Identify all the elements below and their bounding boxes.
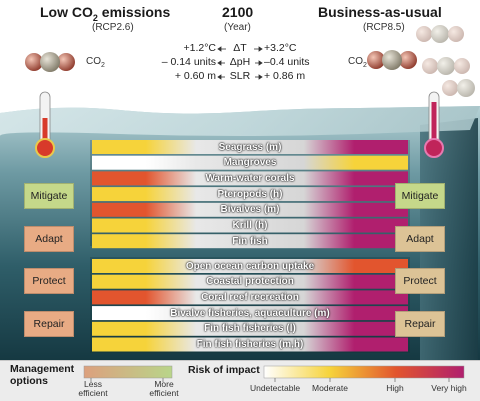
dpH-low: – 0.14 units: [161, 56, 216, 68]
thermometer-right-icon: [424, 91, 444, 158]
dT-symbol: ΔT: [233, 42, 247, 54]
dT-low: +1.2°C: [183, 42, 216, 54]
risk-bar-label: Warm-water corals: [205, 172, 295, 184]
left-scenario-subtitle: (RCP2.6): [92, 22, 134, 33]
center-year-title: 2100: [222, 4, 254, 20]
dT-high: +3.2°C: [264, 42, 297, 54]
risk-bar: [92, 306, 408, 321]
risk-bar-label: Seagrass (m): [218, 141, 282, 153]
risk-bar: [92, 218, 408, 233]
less-efficient-label: Less efficient: [78, 379, 108, 398]
risk-level-undetectable: Undetectable: [249, 383, 301, 393]
left-scenario-title: Low CO2 emissions: [40, 4, 171, 23]
co2-label-right: CO2: [348, 56, 367, 69]
risk-bars: [92, 140, 408, 352]
dpH-high: –0.4 units: [264, 56, 310, 68]
risk-bar-label: Bivalves (m): [220, 204, 280, 216]
risk-bar-label: Mangroves: [223, 157, 277, 169]
protect-box-right: Protect: [395, 268, 445, 294]
risk-bar-label: Bivalve fisheries, aquaculture (m): [170, 307, 330, 319]
mitigate-box-right: Mitigate: [395, 183, 445, 209]
risk-bar: [92, 234, 408, 249]
adapt-box-right: Adapt: [395, 226, 445, 252]
protect-box-left: Protect: [24, 268, 74, 294]
risk-bar-label: Fin fish fisheries (m,h): [196, 339, 304, 350]
co2-molecule-right-icon: [367, 25, 475, 97]
risk-bar: [92, 259, 408, 273]
more-efficient-label: More efficient: [149, 379, 179, 398]
risk-bar: [92, 187, 408, 202]
management-gradient: [83, 365, 173, 379]
management-legend-title: Management options: [10, 363, 75, 387]
repair-box-right: Repair: [395, 311, 445, 337]
right-scenario-title: Business-as-usual: [318, 4, 442, 20]
risk-bar: [92, 202, 408, 217]
mitigate-box-left: Mitigate: [24, 183, 74, 209]
center-year-subtitle: (Year): [224, 22, 251, 33]
dpH-symbol: ΔpH: [229, 56, 251, 68]
risk-bar: [92, 155, 408, 170]
risk-bar-label: Fin fish: [232, 235, 268, 247]
slr-symbol: SLR: [229, 70, 251, 82]
slr-low: + 0.60 m: [174, 70, 216, 82]
risk-bar-label: Krill (h): [232, 220, 268, 231]
risk-level-very-high: Very high: [431, 383, 467, 393]
co2-label-left: CO2: [86, 56, 105, 69]
right-scenario-subtitle: (RCP8.5): [363, 22, 405, 33]
risk-bar: [92, 321, 408, 336]
risk-level-moderate: Moderate: [312, 383, 348, 393]
risk-legend-title: Risk of impact: [188, 364, 260, 376]
co2-molecule-left-icon: [25, 52, 75, 72]
risk-bar-label: Coral reef recreation: [201, 291, 299, 303]
risk-bar: [92, 171, 408, 186]
adapt-box-left: Adapt: [24, 226, 74, 252]
risk-level-high: High: [386, 383, 404, 393]
slr-high: + 0.86 m: [264, 70, 306, 82]
thermometer-left-icon: [35, 91, 55, 158]
risk-bar: [92, 274, 408, 289]
risk-bar-label: Coastal protection: [206, 276, 294, 288]
risk-bar-label: Open ocean carbon uptake: [185, 260, 315, 272]
risk-bar: [92, 337, 408, 352]
risk-bar-label: Fin fish fisheries (l): [204, 323, 296, 335]
risk-bar: [92, 140, 408, 154]
change-arrows: [217, 46, 263, 80]
repair-box-left: Repair: [24, 311, 74, 337]
risk-bar: [92, 290, 408, 305]
risk-gradient: [263, 365, 465, 379]
risk-bar-label: Pteropods (h): [217, 188, 283, 200]
